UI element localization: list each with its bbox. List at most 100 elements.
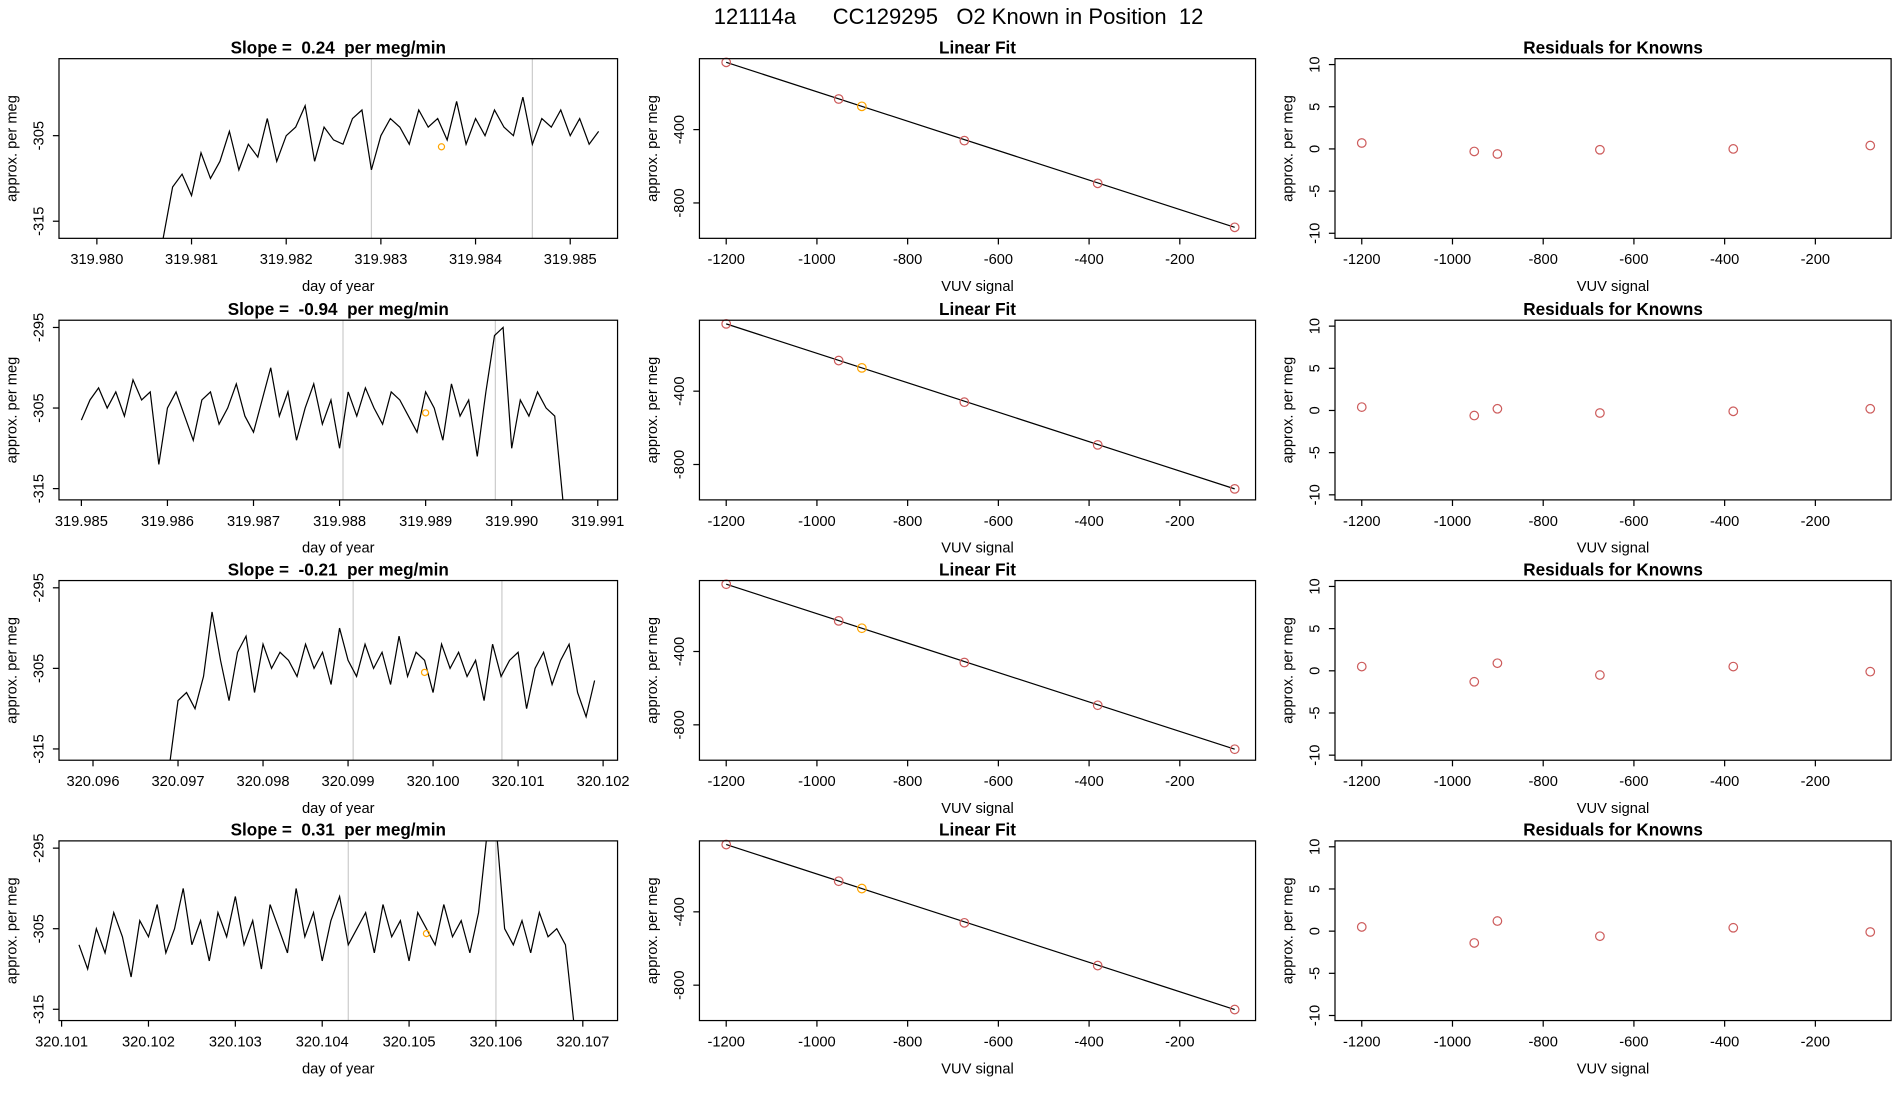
y-axis-label: approx. per meg (1280, 877, 1296, 984)
x-tick-label: 320.105 (383, 1034, 436, 1050)
point (1728, 661, 1739, 672)
x-tick-label: -800 (893, 514, 922, 530)
x-tick-label: -200 (1165, 774, 1194, 790)
point (1865, 927, 1876, 937)
x-tick-label: -200 (1165, 252, 1194, 268)
plot-frame (58, 58, 619, 239)
y-tick-label: -5 (1307, 185, 1323, 198)
y-axis-label: approx. per meg (4, 357, 20, 464)
x-tick-label: -600 (1619, 252, 1648, 268)
known-point (421, 409, 430, 417)
x-tick-label: 320.102 (122, 1034, 175, 1050)
y-axis-label: approx. per meg (1280, 95, 1296, 202)
x-tick-label: -200 (1801, 514, 1830, 530)
point (1229, 1004, 1240, 1015)
panel: Linear Fit VUV signal approx. per meg -1200… (645, 38, 1257, 295)
point (1492, 403, 1503, 414)
panel-title: Residuals for Knowns (1523, 300, 1703, 319)
y-axis-label: approx. per meg (645, 877, 661, 984)
x-tick-label: 320.106 (469, 1034, 522, 1050)
x-tick-label: -400 (1074, 1034, 1103, 1050)
point (1469, 146, 1480, 157)
panel-title: Residuals for Knowns (1523, 560, 1703, 579)
x-axis-label: VUV signal (1577, 801, 1650, 817)
y-tick-label: -315 (31, 734, 47, 763)
point (959, 657, 970, 668)
point (1356, 922, 1367, 932)
series-line (80, 326, 564, 500)
known-point (420, 668, 429, 677)
y-tick-label: -305 (31, 393, 47, 422)
x-tick-label: -200 (1801, 252, 1830, 268)
panel: Slope = 0.24 per meg/min day of year appro… (4, 38, 619, 295)
x-tick-label: -600 (984, 774, 1013, 790)
x-tick-label: -1200 (1343, 1034, 1380, 1050)
x-tick-label: -1000 (1434, 774, 1471, 790)
panel-title: Slope = 0.24 per meg/min (231, 38, 446, 57)
y-tick-label: 5 (1307, 103, 1323, 111)
y-tick-label: -400 (672, 637, 688, 666)
point (1492, 149, 1503, 159)
y-tick-label: -400 (672, 377, 688, 406)
y-tick-label: -800 (672, 450, 688, 479)
x-tick-label: -1000 (798, 1034, 836, 1050)
x-tick-label: -400 (1074, 252, 1103, 268)
x-tick-label: 320.096 (67, 774, 120, 790)
y-axis-label: approx. per meg (4, 617, 20, 724)
x-axis-label: VUV signal (1577, 541, 1650, 557)
y-tick-label: 10 (1307, 578, 1323, 594)
point (856, 101, 867, 112)
x-tick-label: -200 (1165, 1034, 1194, 1050)
point (833, 616, 844, 626)
point (833, 94, 844, 104)
panel: Residuals for Knowns VUV signal approx. pe… (1280, 560, 1892, 817)
point (1728, 144, 1739, 154)
point (1728, 922, 1739, 933)
point (1595, 670, 1605, 680)
plot-frame (698, 840, 1257, 1022)
y-axis-label: approx. per meg (645, 95, 661, 202)
x-tick-label: -800 (1529, 252, 1558, 268)
point (959, 135, 970, 146)
y-tick-label: -315 (31, 207, 47, 236)
x-tick-label: 320.104 (296, 1034, 349, 1050)
x-tick-label: 320.098 (237, 774, 290, 790)
point (1229, 222, 1240, 233)
panel: Slope = -0.21 per meg/min day of year appr… (4, 560, 629, 817)
x-tick-label: -1200 (707, 252, 745, 268)
x-tick-label: -600 (984, 1034, 1013, 1050)
panel-title: Linear Fit (939, 821, 1016, 840)
x-tick-label: -800 (1529, 514, 1558, 530)
panel-title: Residuals for Knowns (1523, 38, 1703, 57)
y-axis-label: approx. per meg (4, 877, 20, 984)
point (1469, 938, 1480, 948)
x-axis-label: VUV signal (1577, 279, 1650, 295)
point (1229, 744, 1240, 755)
x-tick-label: 319.988 (313, 514, 366, 530)
x-tick-label: 319.985 (55, 514, 108, 530)
x-tick-label: 319.982 (260, 252, 313, 268)
fit-line (726, 323, 1235, 490)
fit-line (726, 843, 1235, 1011)
x-tick-label: -1200 (1343, 774, 1380, 790)
point (1492, 658, 1503, 669)
x-tick-label: -1200 (707, 1034, 745, 1050)
y-tick-label: -5 (1307, 446, 1323, 459)
panel-title: Linear Fit (939, 38, 1016, 57)
x-axis-label: VUV signal (941, 801, 1014, 817)
panel: Linear Fit VUV signal approx. per meg -1200… (645, 300, 1257, 557)
plot-frame (1334, 58, 1892, 239)
point (1728, 406, 1739, 417)
y-tick-label: 5 (1307, 625, 1323, 633)
y-axis-label: approx. per meg (645, 617, 661, 724)
panel-title: Slope = 0.31 per meg/min (231, 821, 446, 840)
point (1865, 666, 1876, 677)
y-tick-label: -10 (1307, 745, 1323, 766)
point (1469, 676, 1480, 687)
x-tick-label: -400 (1710, 514, 1739, 530)
plot-frame (1334, 579, 1892, 761)
y-tick-label: 5 (1307, 364, 1323, 372)
y-tick-label: -295 (31, 573, 47, 602)
x-tick-label: -1000 (1434, 1034, 1471, 1050)
